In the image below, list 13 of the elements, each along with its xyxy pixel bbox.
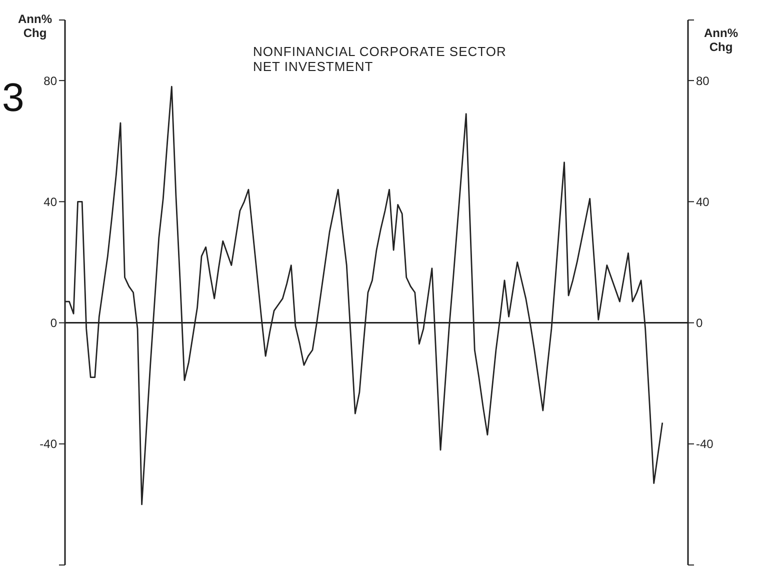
y-tick-label: 40 [44,194,58,209]
y2-tick-label: -40 [696,437,714,452]
y-axis-title: Ann% Chg [18,12,52,40]
text: NONFINANCIAL CORPORATE SECTOR [253,44,506,59]
y2-tick-label: 40 [696,194,710,209]
y2-tick-label: 80 [696,74,710,88]
y2-axis-title: Ann% Chg [704,26,738,54]
y-tick-label: 0 [50,316,58,330]
y-tick-label: -40 [40,437,58,452]
y-tick-label: 80 [44,74,58,88]
text: NET INVESTMENT [253,59,374,74]
text: 3 [2,76,24,121]
y2-tick-label: 0 [696,316,703,330]
